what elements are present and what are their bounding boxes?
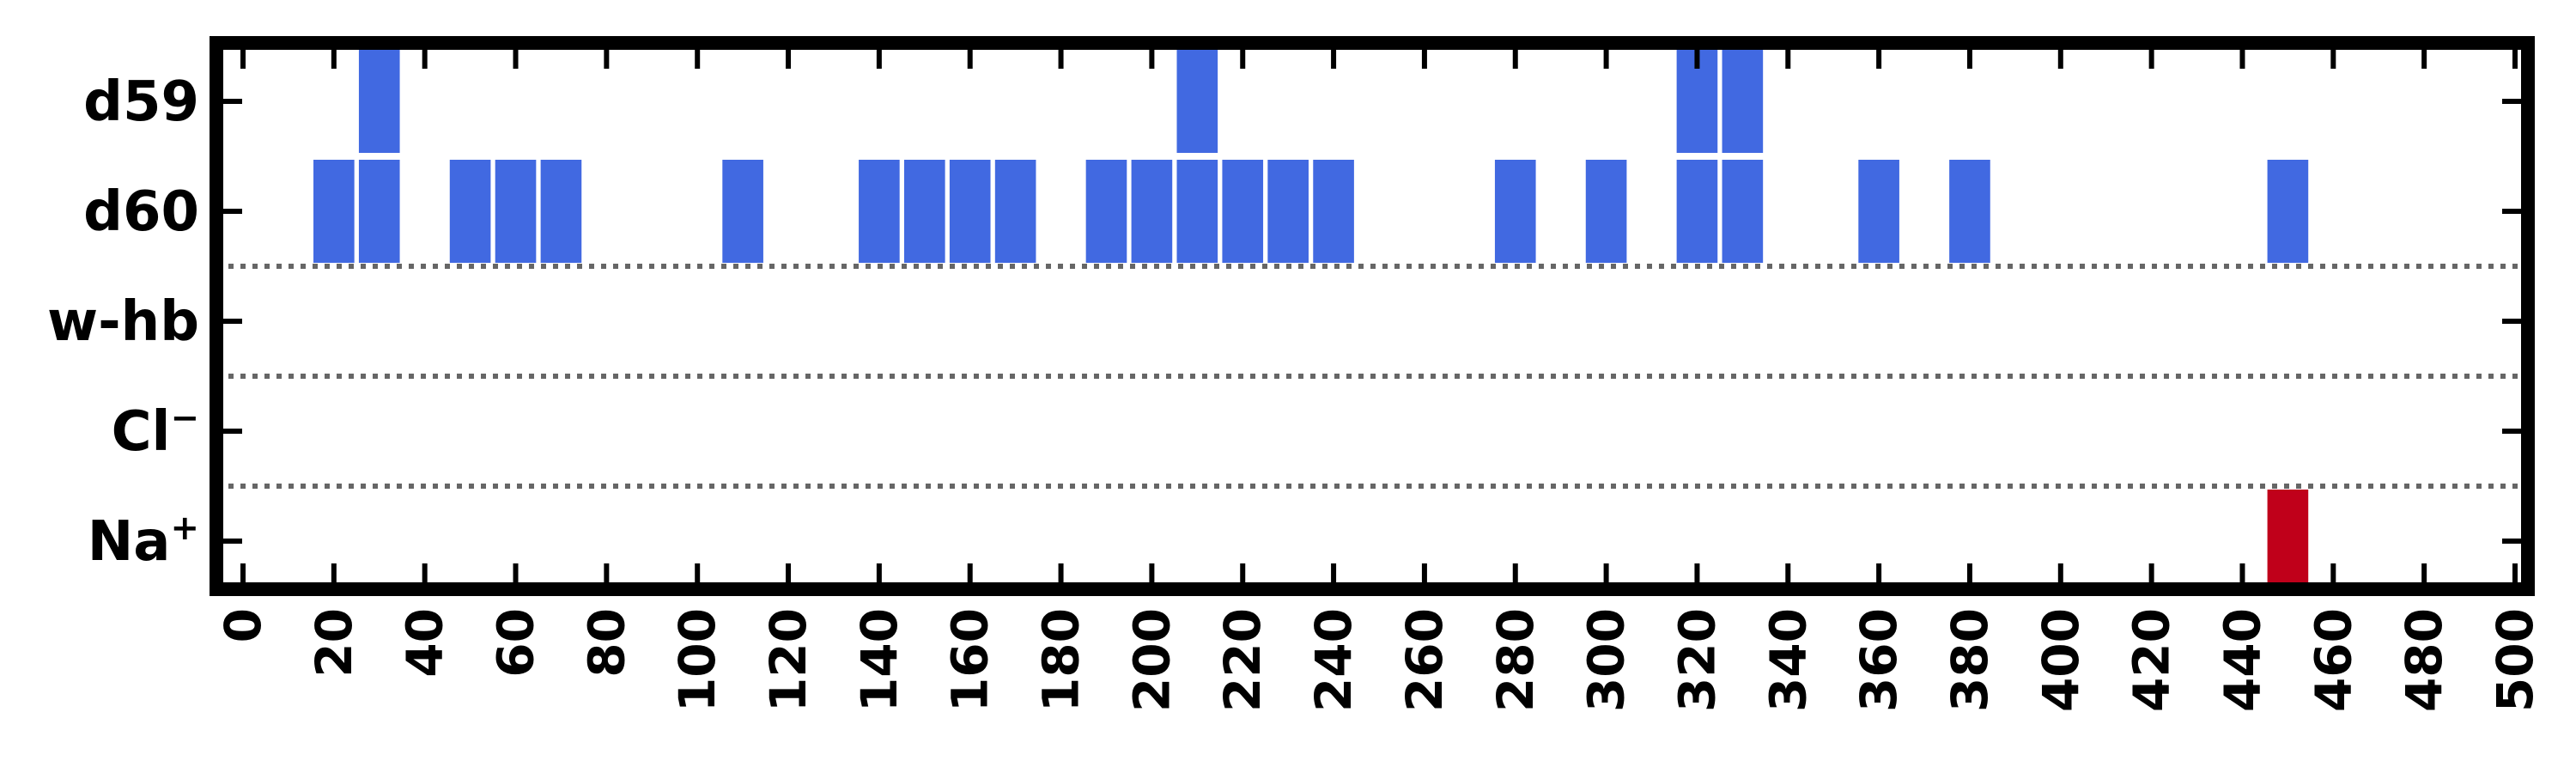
event-bar-d60-200 (1131, 160, 1173, 263)
event-bar-d60-380 (1949, 160, 1990, 263)
event-bar-d60-160 (949, 160, 991, 263)
event-bar-d60-300 (1585, 160, 1627, 263)
event-bar-d60-230 (1267, 160, 1309, 263)
event-bar-d60-450 (2267, 160, 2309, 263)
event-bar-d60-240 (1313, 160, 1354, 263)
event-bar-d60-320 (1676, 160, 1718, 263)
event-bar-d60-280 (1494, 160, 1536, 263)
plot-frame (210, 36, 2535, 596)
ytick-label-na: Na+ (88, 508, 199, 574)
xtick-label-440: 440 (2213, 608, 2271, 712)
xtick-label-420: 420 (2123, 608, 2181, 712)
event-bar-d60-150 (903, 160, 945, 263)
xtick-label-360: 360 (1850, 608, 1908, 712)
event-bar-d60-50 (449, 160, 491, 263)
event-bars (313, 50, 2309, 593)
xtick-label-40: 40 (396, 608, 454, 678)
xtick-label-20: 20 (305, 608, 363, 678)
category-separators (216, 264, 2528, 489)
xtick-label-100: 100 (668, 608, 726, 712)
xtick-label-340: 340 (1759, 608, 1817, 712)
event-bar-d60-70 (540, 160, 582, 263)
xtick-label-480: 480 (2395, 608, 2453, 712)
event-bar-d60-20 (313, 160, 355, 263)
xtick-label-500: 500 (2486, 608, 2544, 712)
xtick-label-220: 220 (1213, 608, 1272, 712)
event-bar-d59-330 (1722, 50, 1764, 153)
xtick-label-160: 160 (941, 608, 999, 712)
event-bar-d59-210 (1176, 50, 1218, 153)
xtick-label-300: 300 (1577, 608, 1636, 712)
event-bar-d60-220 (1222, 160, 1264, 263)
event-bar-d60-190 (1085, 160, 1127, 263)
x-tick-labels: 0 20 40 60 80 100 120 140 160 180 200 220 240 260 280 3… (214, 608, 2544, 712)
event-bar-d60-30 (358, 160, 400, 263)
xtick-label-320: 320 (1668, 608, 1726, 712)
xtick-label-0: 0 (214, 608, 272, 642)
ytick-label-w-hb: w-hb (47, 290, 199, 354)
event-bar-d60-360 (1858, 160, 1899, 263)
axis-ticks (216, 43, 2528, 589)
event-bar-d60-210 (1176, 160, 1218, 263)
y-tick-labels: d59 d60 w-hb Cl− Na+ (47, 70, 199, 574)
ytick-label-d59: d59 (83, 70, 199, 134)
xtick-label-280: 280 (1486, 608, 1545, 712)
xtick-label-400: 400 (2032, 608, 2090, 712)
xtick-label-200: 200 (1122, 608, 1181, 712)
xtick-label-240: 240 (1304, 608, 1363, 712)
event-bar-d59-30 (358, 50, 400, 153)
event-bar-na-450 (2267, 490, 2309, 593)
xtick-label-120: 120 (759, 608, 817, 712)
event-bar-d60-60 (495, 160, 537, 263)
xtick-label-140: 140 (850, 608, 908, 712)
xtick-label-60: 60 (487, 608, 545, 678)
xtick-label-180: 180 (1032, 608, 1091, 712)
event-bar-d60-330 (1722, 160, 1764, 263)
xtick-label-260: 260 (1395, 608, 1454, 712)
event-bar-d60-140 (859, 160, 900, 263)
event-bar-d60-170 (994, 160, 1036, 263)
xtick-label-460: 460 (2304, 608, 2362, 712)
ytick-label-d60: d60 (83, 180, 199, 244)
xtick-label-380: 380 (1941, 608, 1999, 712)
event-bar-d60-110 (722, 160, 763, 263)
ytick-label-cl: Cl− (112, 399, 199, 464)
xtick-label-80: 80 (577, 608, 635, 678)
